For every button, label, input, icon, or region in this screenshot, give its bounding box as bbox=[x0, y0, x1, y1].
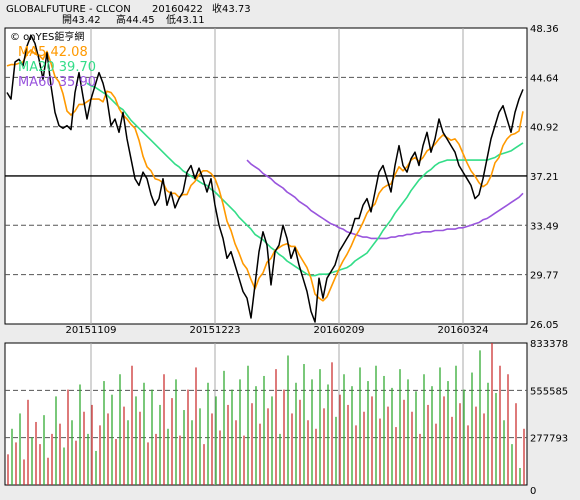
volume-axis: 833378 555585 277793 0 bbox=[530, 339, 568, 497]
series-line-clcon bbox=[6, 34, 524, 323]
price-tick-label: 44.64 bbox=[530, 73, 559, 84]
price-tick-label: 37.21 bbox=[530, 172, 559, 183]
series-line-ma5 bbox=[6, 49, 524, 302]
price-tick-label: 48.36 bbox=[530, 24, 559, 35]
price-tick-label: 29.77 bbox=[530, 271, 559, 282]
high-label: 高44.45 bbox=[116, 13, 155, 26]
volume-tick-label: 555585 bbox=[530, 386, 568, 397]
series-line-ma20 bbox=[86, 82, 524, 277]
date-tick-label: 20160209 bbox=[314, 325, 365, 336]
volume-bars bbox=[7, 343, 525, 485]
volume-tick-label: 0 bbox=[530, 486, 536, 497]
symbol-label: GLOBALFUTURE - CLCON bbox=[6, 4, 131, 15]
low-label: 低43.11 bbox=[166, 13, 205, 26]
date-label: 20160422 bbox=[152, 4, 203, 15]
price-tick-label: 40.92 bbox=[530, 123, 559, 134]
series-line-ma60 bbox=[246, 159, 524, 240]
legend-entry: MA60 35.90 bbox=[18, 75, 96, 90]
open-label: 開43.42 bbox=[62, 14, 101, 26]
price-tick-label: 33.49 bbox=[530, 221, 559, 232]
date-tick-label: 20151223 bbox=[190, 325, 241, 336]
date-tick-label: 20151109 bbox=[66, 325, 117, 336]
watermark: © onYES鉅亨網 bbox=[10, 30, 84, 43]
volume-tick-label: 833378 bbox=[530, 339, 568, 350]
volume-tick-label: 277793 bbox=[530, 434, 568, 445]
price-lines bbox=[6, 34, 524, 323]
legend-entry: MA20 39.70 bbox=[18, 60, 96, 75]
legend-entry: MA5 42.08 bbox=[18, 45, 88, 60]
date-axis: 20151109 20151223 20160209 20160324 bbox=[66, 325, 489, 336]
date-tick-label: 20160324 bbox=[438, 325, 489, 336]
price-axis: 48.36 44.64 40.92 37.21 33.49 29.77 26.05 bbox=[530, 24, 559, 331]
volume-panel bbox=[4, 342, 528, 486]
price-tick-label: 26.05 bbox=[530, 320, 559, 331]
close-label: 收43.73 bbox=[212, 2, 251, 15]
